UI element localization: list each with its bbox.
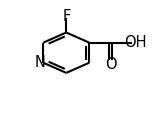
Text: N: N [35, 55, 46, 70]
Text: O: O [105, 57, 117, 72]
Text: F: F [62, 9, 70, 23]
Text: OH: OH [124, 35, 146, 50]
